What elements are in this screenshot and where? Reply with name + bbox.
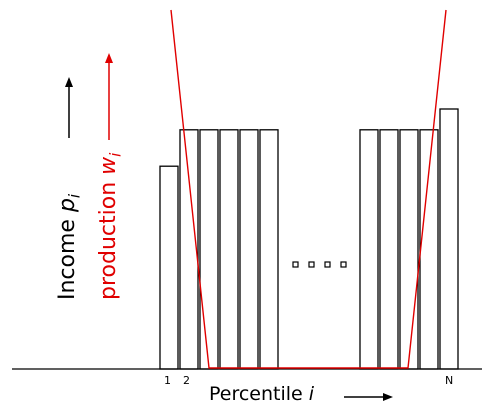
production-arrow-head	[105, 53, 113, 63]
production-curve	[170, 9, 447, 369]
percentile-axis-label: Percentile i	[209, 383, 315, 405]
percentile-arrow-head	[383, 393, 393, 401]
ellipsis-dot	[324, 261, 331, 268]
bar-left-3	[199, 129, 219, 370]
bar-right-5	[439, 108, 459, 370]
ellipsis-dot	[292, 261, 299, 268]
bar-left-2	[179, 129, 199, 370]
ellipsis-dot	[308, 261, 315, 268]
production-axis-label: production wi	[96, 152, 125, 300]
income-axis-label: Income pi	[55, 193, 84, 300]
bar-left-1	[159, 165, 179, 370]
bar-left-4	[219, 129, 239, 370]
bar-left-5	[239, 129, 259, 370]
bar-right-1	[359, 129, 379, 370]
tick-label-1: 1	[164, 374, 171, 387]
bar-right-3	[399, 129, 419, 370]
bar-left-6	[259, 129, 279, 370]
income-arrow-head	[65, 77, 73, 87]
tick-label-n: N	[445, 374, 454, 387]
bar-right-2	[379, 129, 399, 370]
ellipsis-dot	[340, 261, 347, 268]
tick-label-2: 2	[183, 374, 190, 387]
